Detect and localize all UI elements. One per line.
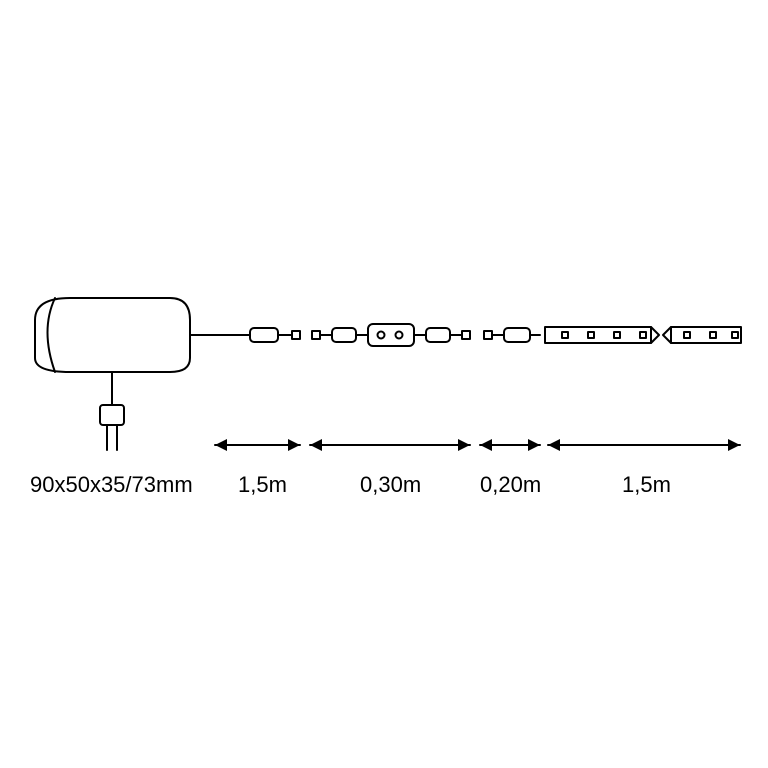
- connector-male-2-icon: [484, 328, 540, 342]
- power-adapter-icon: [35, 298, 230, 450]
- diagram-svg: [0, 0, 768, 768]
- inline-controller-icon: [312, 324, 470, 346]
- adapter-dimensions-label: 90x50x35/73mm: [30, 472, 193, 498]
- segment-4-length-label: 1,5m: [622, 472, 671, 498]
- diagram-stage: 90x50x35/73mm 1,5m 0,30m 0,20m 1,5m: [0, 0, 768, 768]
- led-strip-icon: [545, 327, 741, 343]
- dimension-arrows: [215, 439, 740, 451]
- segment-1-length-label: 1,5m: [238, 472, 287, 498]
- segment-3-length-label: 0,20m: [480, 472, 541, 498]
- segment-2-length-label: 0,30m: [360, 472, 421, 498]
- connector-male-1-icon: [230, 328, 300, 342]
